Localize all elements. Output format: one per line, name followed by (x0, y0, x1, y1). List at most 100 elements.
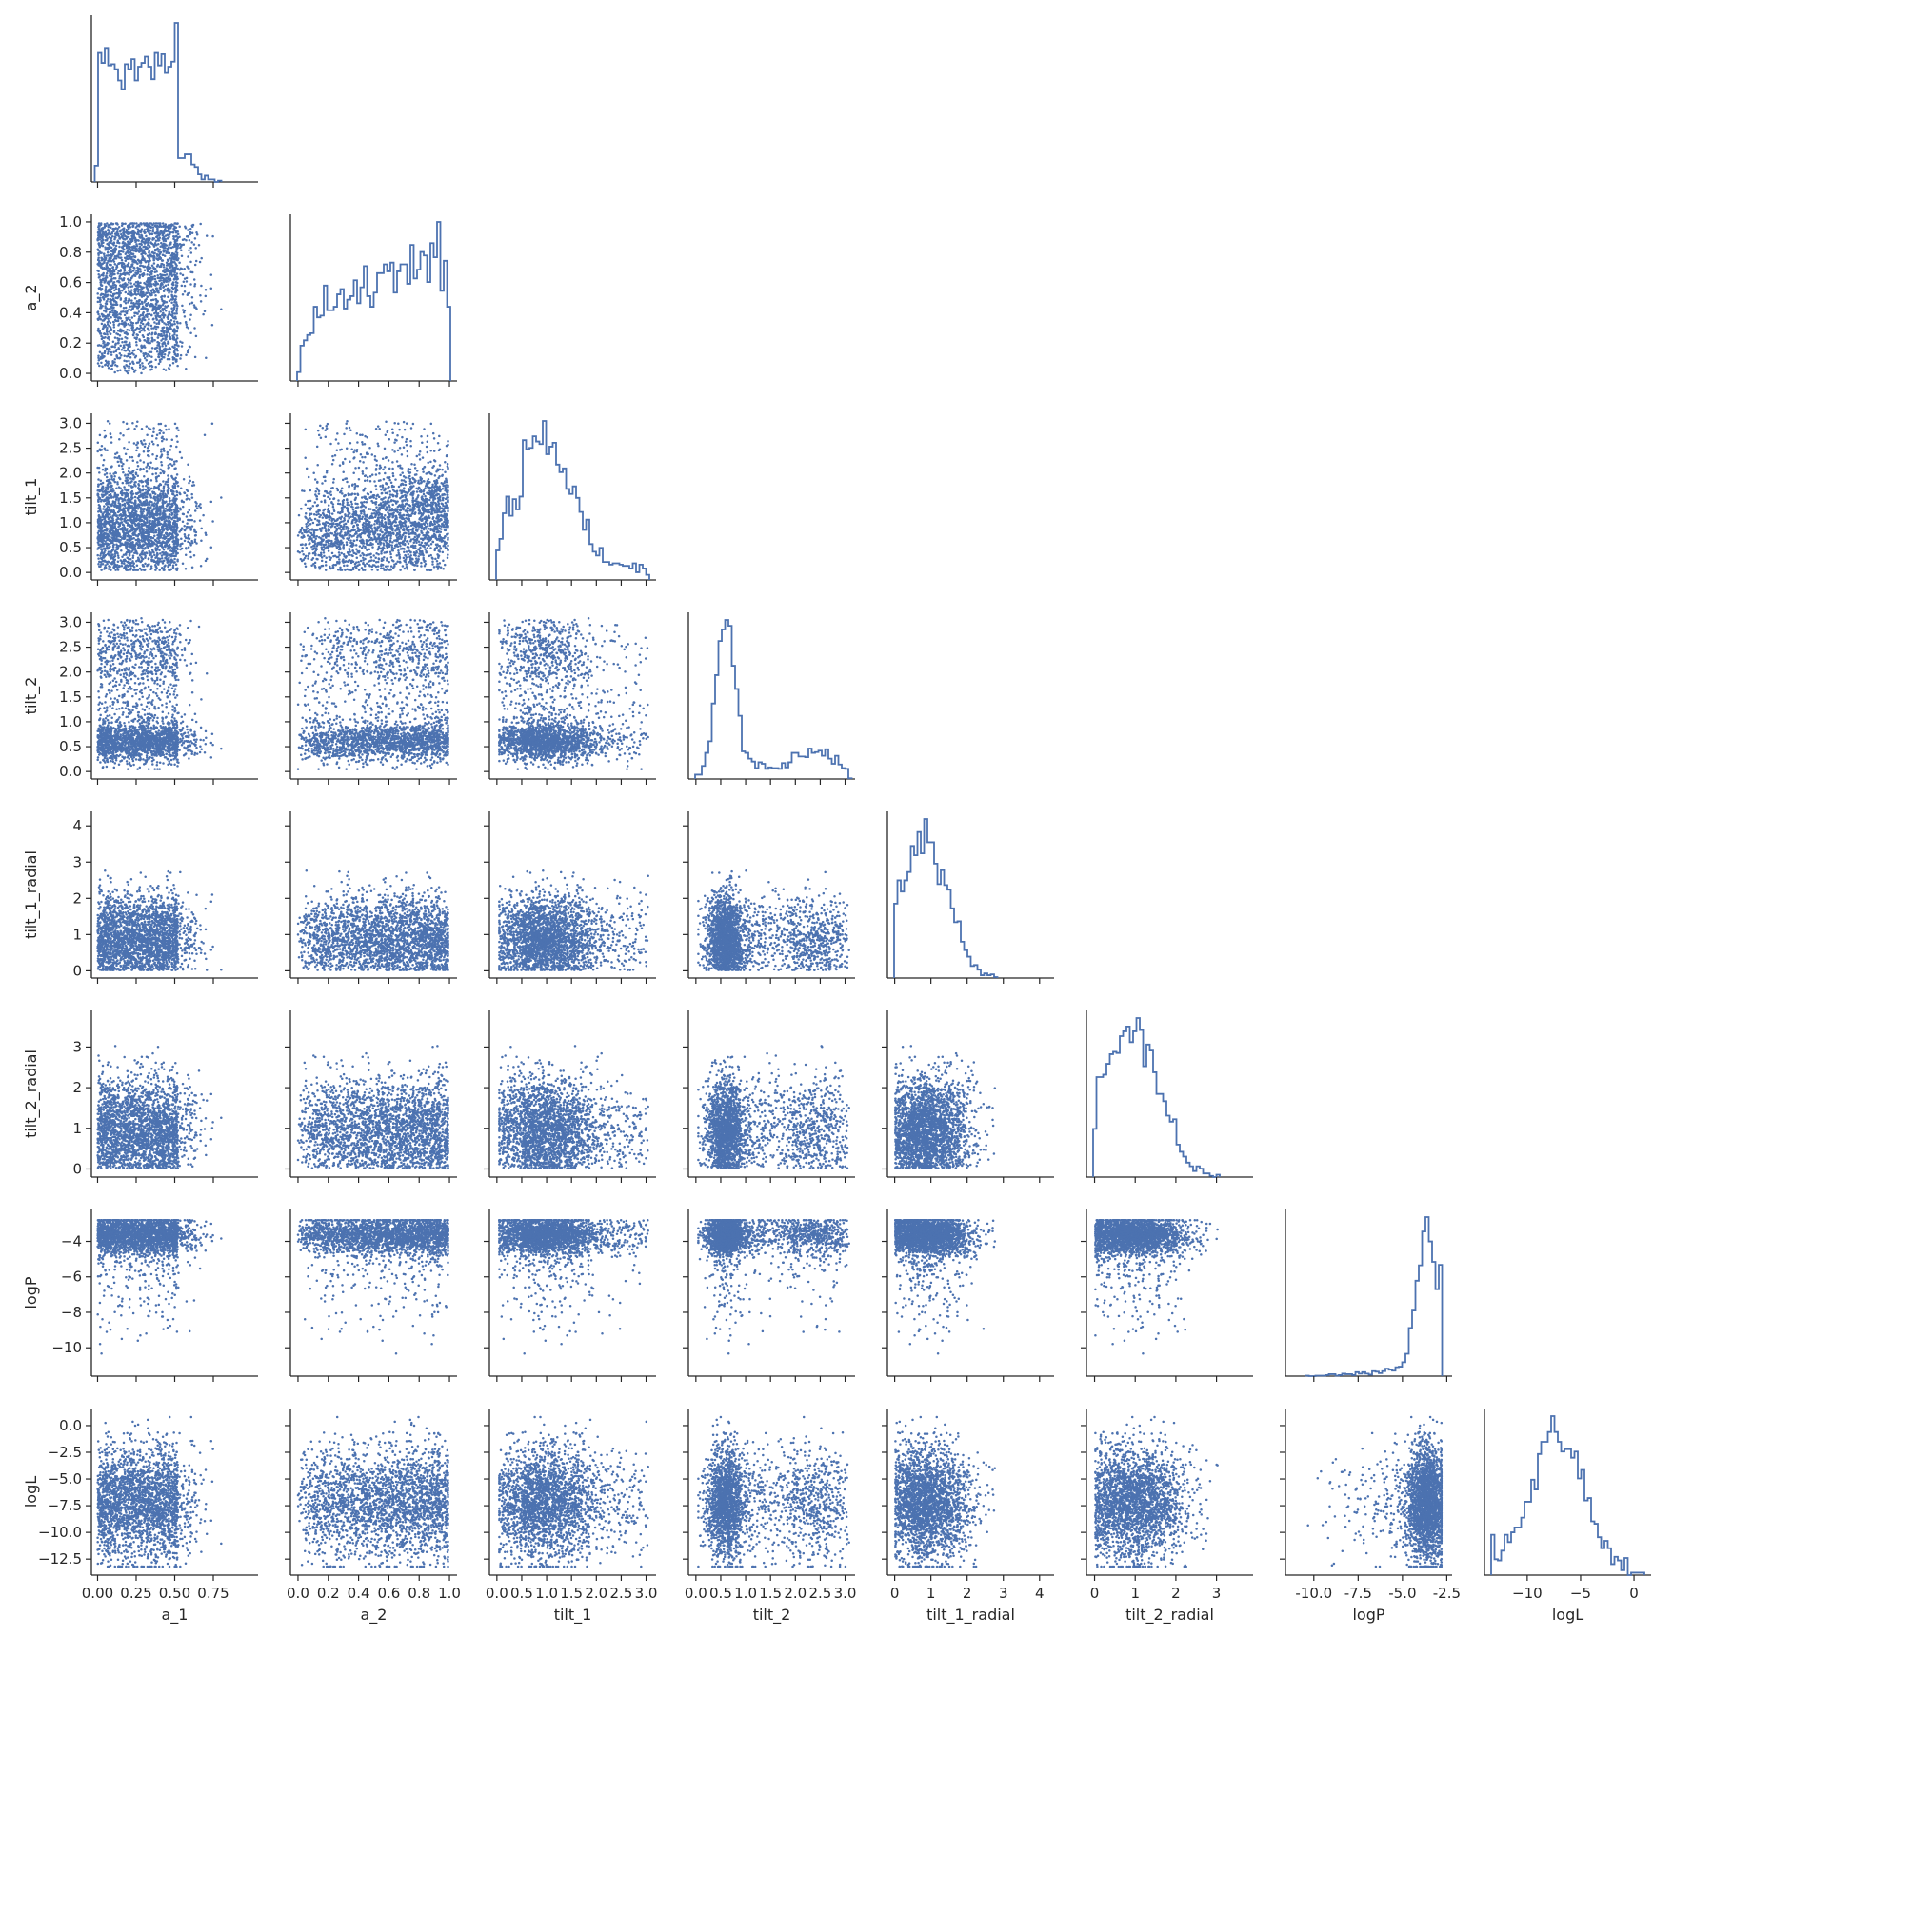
scatter-point (163, 368, 166, 370)
scatter-point (157, 250, 160, 253)
histogram-a_1 (95, 23, 222, 182)
scatter-point (171, 231, 174, 234)
scatter-point (142, 352, 145, 355)
scatter-point (180, 354, 183, 357)
scatter-point (165, 310, 168, 312)
scatter-point (106, 222, 109, 225)
scatter-point (129, 330, 131, 332)
scatter-point (170, 308, 173, 310)
scatter-point (161, 274, 164, 277)
scatter-point (127, 349, 129, 351)
scatter-point (100, 362, 103, 365)
scatter-point (187, 229, 189, 231)
scatter-point (122, 223, 125, 226)
scatter-point (163, 322, 166, 325)
scatter-point (186, 280, 189, 283)
scatter-point (163, 286, 166, 289)
scatter-point (176, 222, 179, 225)
scatter-point (119, 334, 122, 337)
scatter-point (146, 273, 149, 276)
scatter-point (143, 339, 146, 342)
scatter-point (114, 319, 117, 322)
scatter-point (175, 310, 178, 313)
scatter-point (168, 323, 170, 326)
scatter-point (153, 232, 156, 235)
scatter-point (172, 238, 175, 241)
scatter-point (108, 231, 110, 234)
scatter-point (154, 358, 157, 361)
scatter-point (155, 326, 158, 329)
scatter-point (111, 345, 114, 348)
scatter-point (170, 319, 173, 322)
scatter-point (134, 255, 137, 258)
scatter-point (96, 292, 99, 295)
scatter-point (144, 357, 147, 360)
scatter-point (156, 347, 159, 350)
scatter-point (113, 331, 116, 334)
scatter-point (144, 229, 147, 231)
scatter-point (130, 289, 133, 291)
scatter-point (110, 232, 113, 235)
scatter-point (110, 226, 112, 229)
scatter-point (146, 238, 149, 241)
scatter-point (194, 306, 197, 309)
scatter-point (163, 349, 166, 351)
scatter-point (142, 334, 145, 337)
scatter-point (169, 364, 172, 367)
scatter-point (102, 245, 105, 248)
scatter-point (124, 223, 127, 226)
scatter-point (124, 314, 127, 317)
scatter-point (167, 295, 169, 298)
scatter-point (195, 260, 198, 263)
scatter-point (129, 362, 132, 365)
scatter-point (173, 278, 176, 281)
scatter-point (111, 304, 114, 307)
scatter-point (137, 348, 140, 350)
scatter-point (172, 235, 175, 238)
scatter-point (175, 312, 178, 315)
scatter-point (179, 272, 182, 275)
scatter-point (111, 284, 114, 287)
scatter-point (110, 316, 112, 319)
scatter-point (142, 311, 145, 314)
scatter-point (143, 330, 146, 332)
scatter-point (153, 275, 156, 278)
scatter-point (97, 301, 100, 304)
scatter-point (181, 285, 184, 288)
scatter-point (153, 339, 156, 342)
scatter-point (169, 300, 171, 303)
scatter-point (110, 368, 113, 370)
scatter-point (152, 327, 155, 330)
scatter-point (114, 263, 117, 266)
scatter-point (151, 347, 154, 350)
scatter-point (205, 295, 208, 298)
scatter-point (107, 298, 110, 301)
scatter-point (111, 235, 114, 238)
scatter-point (101, 323, 104, 326)
scatter-point (173, 320, 176, 323)
scatter-point (140, 314, 143, 317)
scatter-point (107, 352, 110, 355)
scatter-point (112, 282, 115, 285)
scatter-point (194, 264, 197, 267)
scatter-point (125, 252, 128, 255)
scatter-point (123, 249, 126, 251)
scatter-point (164, 289, 167, 291)
scatter-point (127, 278, 129, 281)
scatter-point (129, 299, 131, 302)
scatter-point (144, 231, 147, 234)
scatter-point (200, 300, 203, 303)
scatter-point (163, 295, 166, 298)
scatter-point (189, 228, 192, 230)
scatter-point (162, 338, 165, 341)
scatter-point (139, 270, 142, 273)
scatter-point (125, 307, 128, 310)
scatter-point (121, 349, 123, 351)
scatter-point (189, 345, 191, 348)
scatter-point (165, 234, 168, 237)
scatter-point (173, 333, 176, 336)
scatter-point (118, 226, 121, 229)
scatter-point (143, 354, 146, 357)
scatter-point (190, 241, 193, 244)
scatter-point (157, 312, 160, 315)
